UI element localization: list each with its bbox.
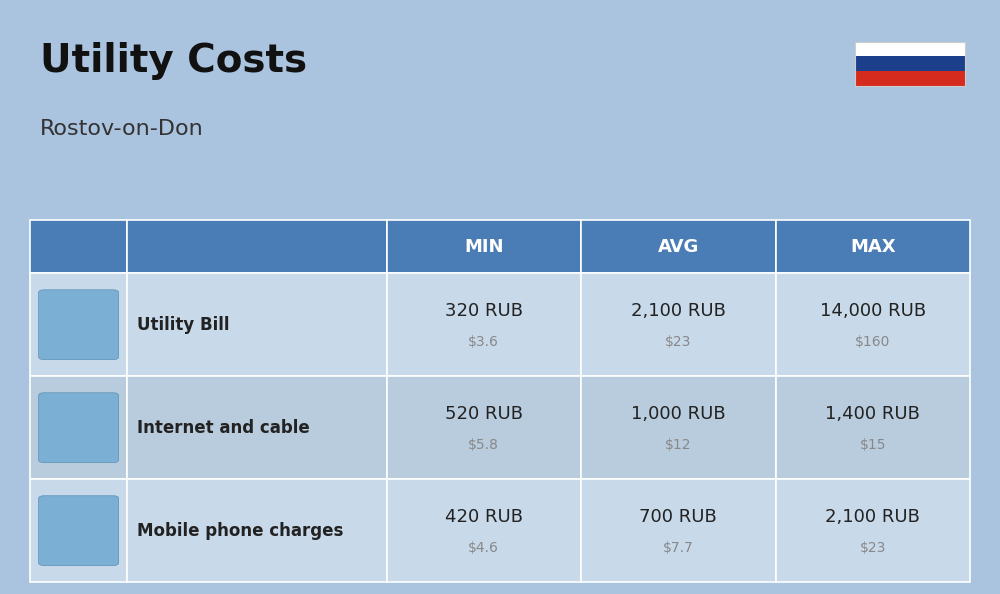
FancyBboxPatch shape [387,376,581,479]
Text: 700 RUB: 700 RUB [639,508,717,526]
Text: MIN: MIN [464,238,504,255]
FancyBboxPatch shape [581,376,776,479]
FancyBboxPatch shape [776,273,970,376]
FancyBboxPatch shape [387,479,581,582]
Text: 14,000 RUB: 14,000 RUB [820,302,926,320]
FancyBboxPatch shape [387,220,581,273]
Text: 1,000 RUB: 1,000 RUB [631,405,726,424]
Text: 420 RUB: 420 RUB [445,508,523,526]
FancyBboxPatch shape [127,376,387,479]
Text: $15: $15 [860,438,886,452]
Text: $7.7: $7.7 [663,541,694,555]
Text: Mobile phone charges: Mobile phone charges [137,522,344,539]
FancyBboxPatch shape [39,496,119,565]
FancyBboxPatch shape [30,220,127,273]
Text: Internet and cable: Internet and cable [137,419,310,437]
FancyBboxPatch shape [581,273,776,376]
Text: $23: $23 [860,541,886,555]
FancyBboxPatch shape [127,479,387,582]
Text: $12: $12 [665,438,692,452]
FancyBboxPatch shape [855,56,965,71]
FancyBboxPatch shape [30,479,127,582]
FancyBboxPatch shape [39,290,119,359]
Text: 1,400 RUB: 1,400 RUB [825,405,920,424]
FancyBboxPatch shape [30,376,127,479]
FancyBboxPatch shape [776,376,970,479]
Text: Rostov-on-Don: Rostov-on-Don [40,119,204,139]
FancyBboxPatch shape [776,220,970,273]
Text: 520 RUB: 520 RUB [445,405,523,424]
FancyBboxPatch shape [581,479,776,582]
Text: 2,100 RUB: 2,100 RUB [631,302,726,320]
Text: Utility Costs: Utility Costs [40,42,307,80]
FancyBboxPatch shape [30,273,127,376]
Text: $160: $160 [855,335,890,349]
FancyBboxPatch shape [776,479,970,582]
Text: $3.6: $3.6 [468,335,499,349]
FancyBboxPatch shape [855,71,965,86]
Text: $5.8: $5.8 [468,438,499,452]
Text: 320 RUB: 320 RUB [445,302,523,320]
Text: AVG: AVG [658,238,699,255]
FancyBboxPatch shape [581,220,776,273]
Text: 2,100 RUB: 2,100 RUB [825,508,920,526]
Text: Utility Bill: Utility Bill [137,316,230,334]
Text: MAX: MAX [850,238,896,255]
FancyBboxPatch shape [39,393,119,463]
FancyBboxPatch shape [387,273,581,376]
FancyBboxPatch shape [127,220,387,273]
FancyBboxPatch shape [127,273,387,376]
Text: $23: $23 [665,335,691,349]
Text: $4.6: $4.6 [468,541,499,555]
FancyBboxPatch shape [855,42,965,56]
